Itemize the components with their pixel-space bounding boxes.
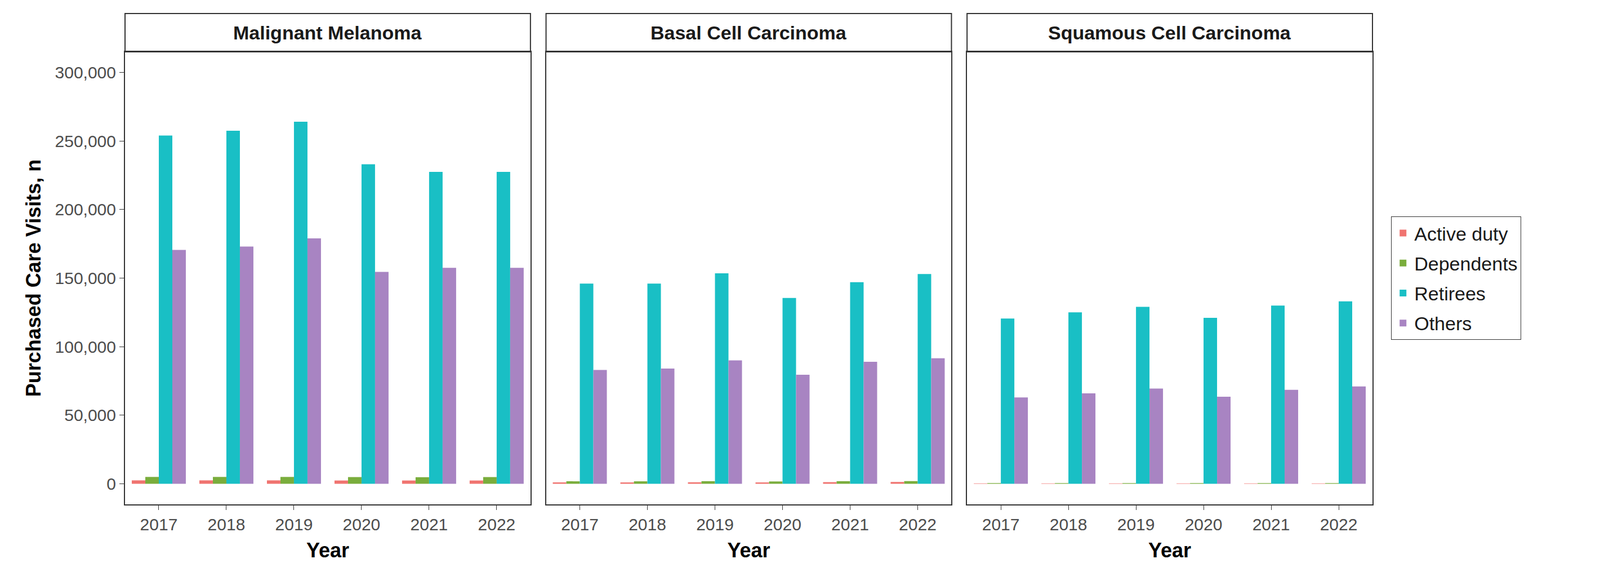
svg-text:2019: 2019 [1117, 514, 1156, 534]
svg-text:2021: 2021 [410, 514, 449, 534]
svg-text:2020: 2020 [763, 514, 802, 534]
svg-text:2017: 2017 [560, 514, 599, 534]
svg-text:250,000: 250,000 [55, 131, 117, 151]
svg-text:Basal Cell Carcinoma: Basal Cell Carcinoma [650, 21, 848, 44]
svg-text:100,000: 100,000 [55, 337, 117, 356]
svg-text:2019: 2019 [696, 514, 734, 534]
svg-text:150,000: 150,000 [55, 268, 117, 288]
svg-text:2018: 2018 [628, 514, 667, 534]
svg-text:200,000: 200,000 [55, 199, 117, 219]
svg-text:2020: 2020 [1184, 514, 1223, 534]
svg-text:2022: 2022 [898, 514, 937, 534]
svg-text:Squamous Cell Carcinoma: Squamous Cell Carcinoma [1048, 21, 1292, 44]
svg-text:2017: 2017 [140, 514, 178, 534]
svg-text:2021: 2021 [1252, 514, 1291, 534]
svg-text:300,000: 300,000 [55, 63, 117, 82]
svg-text:Dependents: Dependents [1414, 252, 1518, 275]
svg-text:2019: 2019 [275, 514, 314, 534]
svg-text:2021: 2021 [831, 514, 869, 534]
svg-text:Active duty: Active duty [1414, 223, 1508, 245]
svg-text:Year: Year [306, 538, 350, 562]
svg-text:2022: 2022 [1320, 514, 1358, 534]
svg-text:2018: 2018 [1049, 514, 1088, 534]
svg-text:Malignant Melanoma: Malignant Melanoma [233, 21, 422, 44]
svg-text:2018: 2018 [207, 514, 246, 534]
svg-text:Purchased Care Visits, n: Purchased Care Visits, n [21, 159, 46, 398]
svg-text:Retirees: Retirees [1414, 282, 1486, 305]
svg-text:Others: Others [1414, 312, 1472, 334]
svg-text:2017: 2017 [982, 514, 1020, 534]
svg-text:Year: Year [727, 538, 770, 562]
svg-text:2022: 2022 [478, 514, 516, 534]
svg-text:Year: Year [1148, 538, 1192, 562]
svg-text:2020: 2020 [342, 514, 381, 534]
svg-text:0: 0 [106, 474, 117, 493]
svg-text:50,000: 50,000 [64, 405, 117, 425]
